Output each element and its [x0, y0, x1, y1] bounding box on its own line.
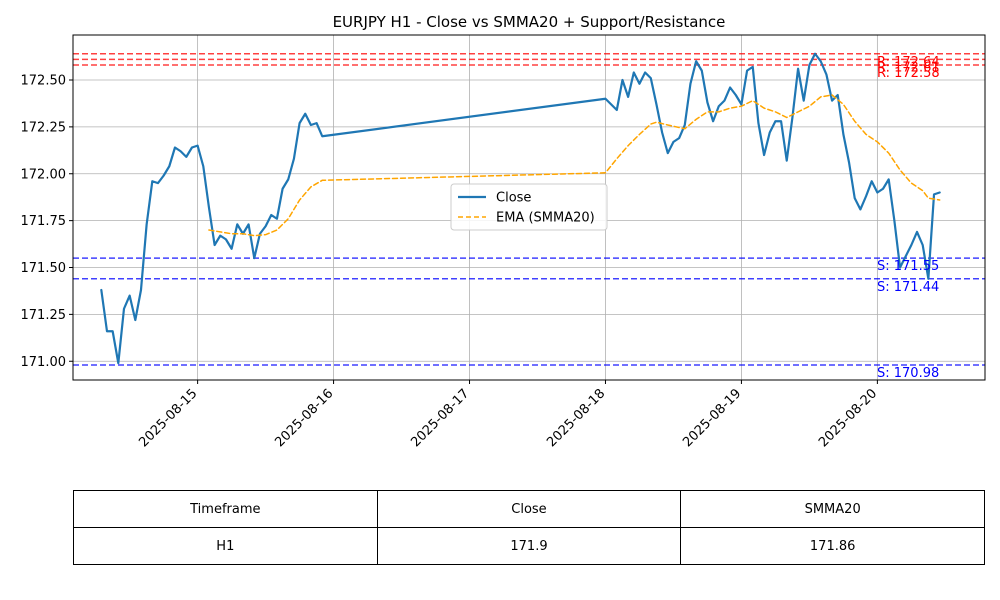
close-series-line: [100, 52, 941, 365]
resistance-label: R: 172.64: [877, 55, 940, 70]
summary-table: Timeframe Close SMMA20 H1 171.9 171.86: [73, 490, 985, 565]
y-tick-label: 171.00: [21, 355, 67, 370]
smma20-series-line: [208, 94, 941, 237]
y-tick-label: 171.50: [21, 261, 67, 276]
y-tick-label: 171.25: [21, 308, 67, 323]
x-tick-label: 2025-08-18: [544, 386, 608, 450]
legend: Close EMA (SMMA20): [450, 183, 608, 231]
grid-lines: [73, 35, 985, 380]
y-tick-label: 171.75: [21, 214, 67, 229]
table-cell: 171.86: [680, 527, 985, 565]
x-tick-label: 2025-08-19: [680, 386, 744, 450]
chart-canvas: EURJPY H1 - Close vs SMMA20 + Support/Re…: [21, 13, 986, 450]
x-tick-label: 2025-08-20: [816, 386, 880, 450]
support-resistance-labels: R: 172.64R: 172.61R: 172.58 S: 171.55 S: 1…: [877, 55, 940, 381]
table-header-cell: Close: [376, 490, 682, 528]
support-label: S: 170.98: [877, 366, 939, 381]
legend-label-smma: EMA (SMMA20): [496, 211, 595, 226]
x-tick-label: 2025-08-16: [272, 386, 336, 450]
x-axis: 2025-08-15 2025-08-16 2025-08-17 2025-08-18…: [136, 380, 880, 450]
table-header-row: Timeframe Close SMMA20: [73, 490, 985, 528]
legend-label-close: Close: [496, 191, 531, 206]
resistance-label: R: 172.61: [877, 60, 940, 75]
table-cell: H1: [73, 527, 378, 565]
y-tick-label: 172.00: [21, 167, 67, 182]
table-cell: 171.9: [376, 527, 682, 565]
y-tick-label: 172.50: [21, 74, 67, 89]
plot-frame: [72, 34, 986, 381]
resistance-label: R: 172.58: [877, 66, 940, 81]
y-tick-label: 172.25: [21, 120, 67, 135]
x-tick-label: 2025-08-17: [408, 386, 472, 450]
table-header-cell: Timeframe: [73, 490, 378, 528]
support-resistance-lines: [73, 53, 985, 366]
support-label: S: 171.44: [877, 280, 939, 295]
table-row: H1 171.9 171.86: [73, 527, 985, 565]
y-axis: 171.00 171.25 171.50 171.75 172.00 172.25 172.…: [21, 74, 73, 370]
series-layer: [100, 52, 941, 365]
chart-title: EURJPY H1 - Close vs SMMA20 + Support/Re…: [333, 13, 726, 31]
support-label: S: 171.55: [877, 259, 939, 274]
x-tick-label: 2025-08-15: [136, 386, 200, 450]
legend-box: [450, 183, 608, 231]
table-header-cell: SMMA20: [680, 490, 985, 528]
